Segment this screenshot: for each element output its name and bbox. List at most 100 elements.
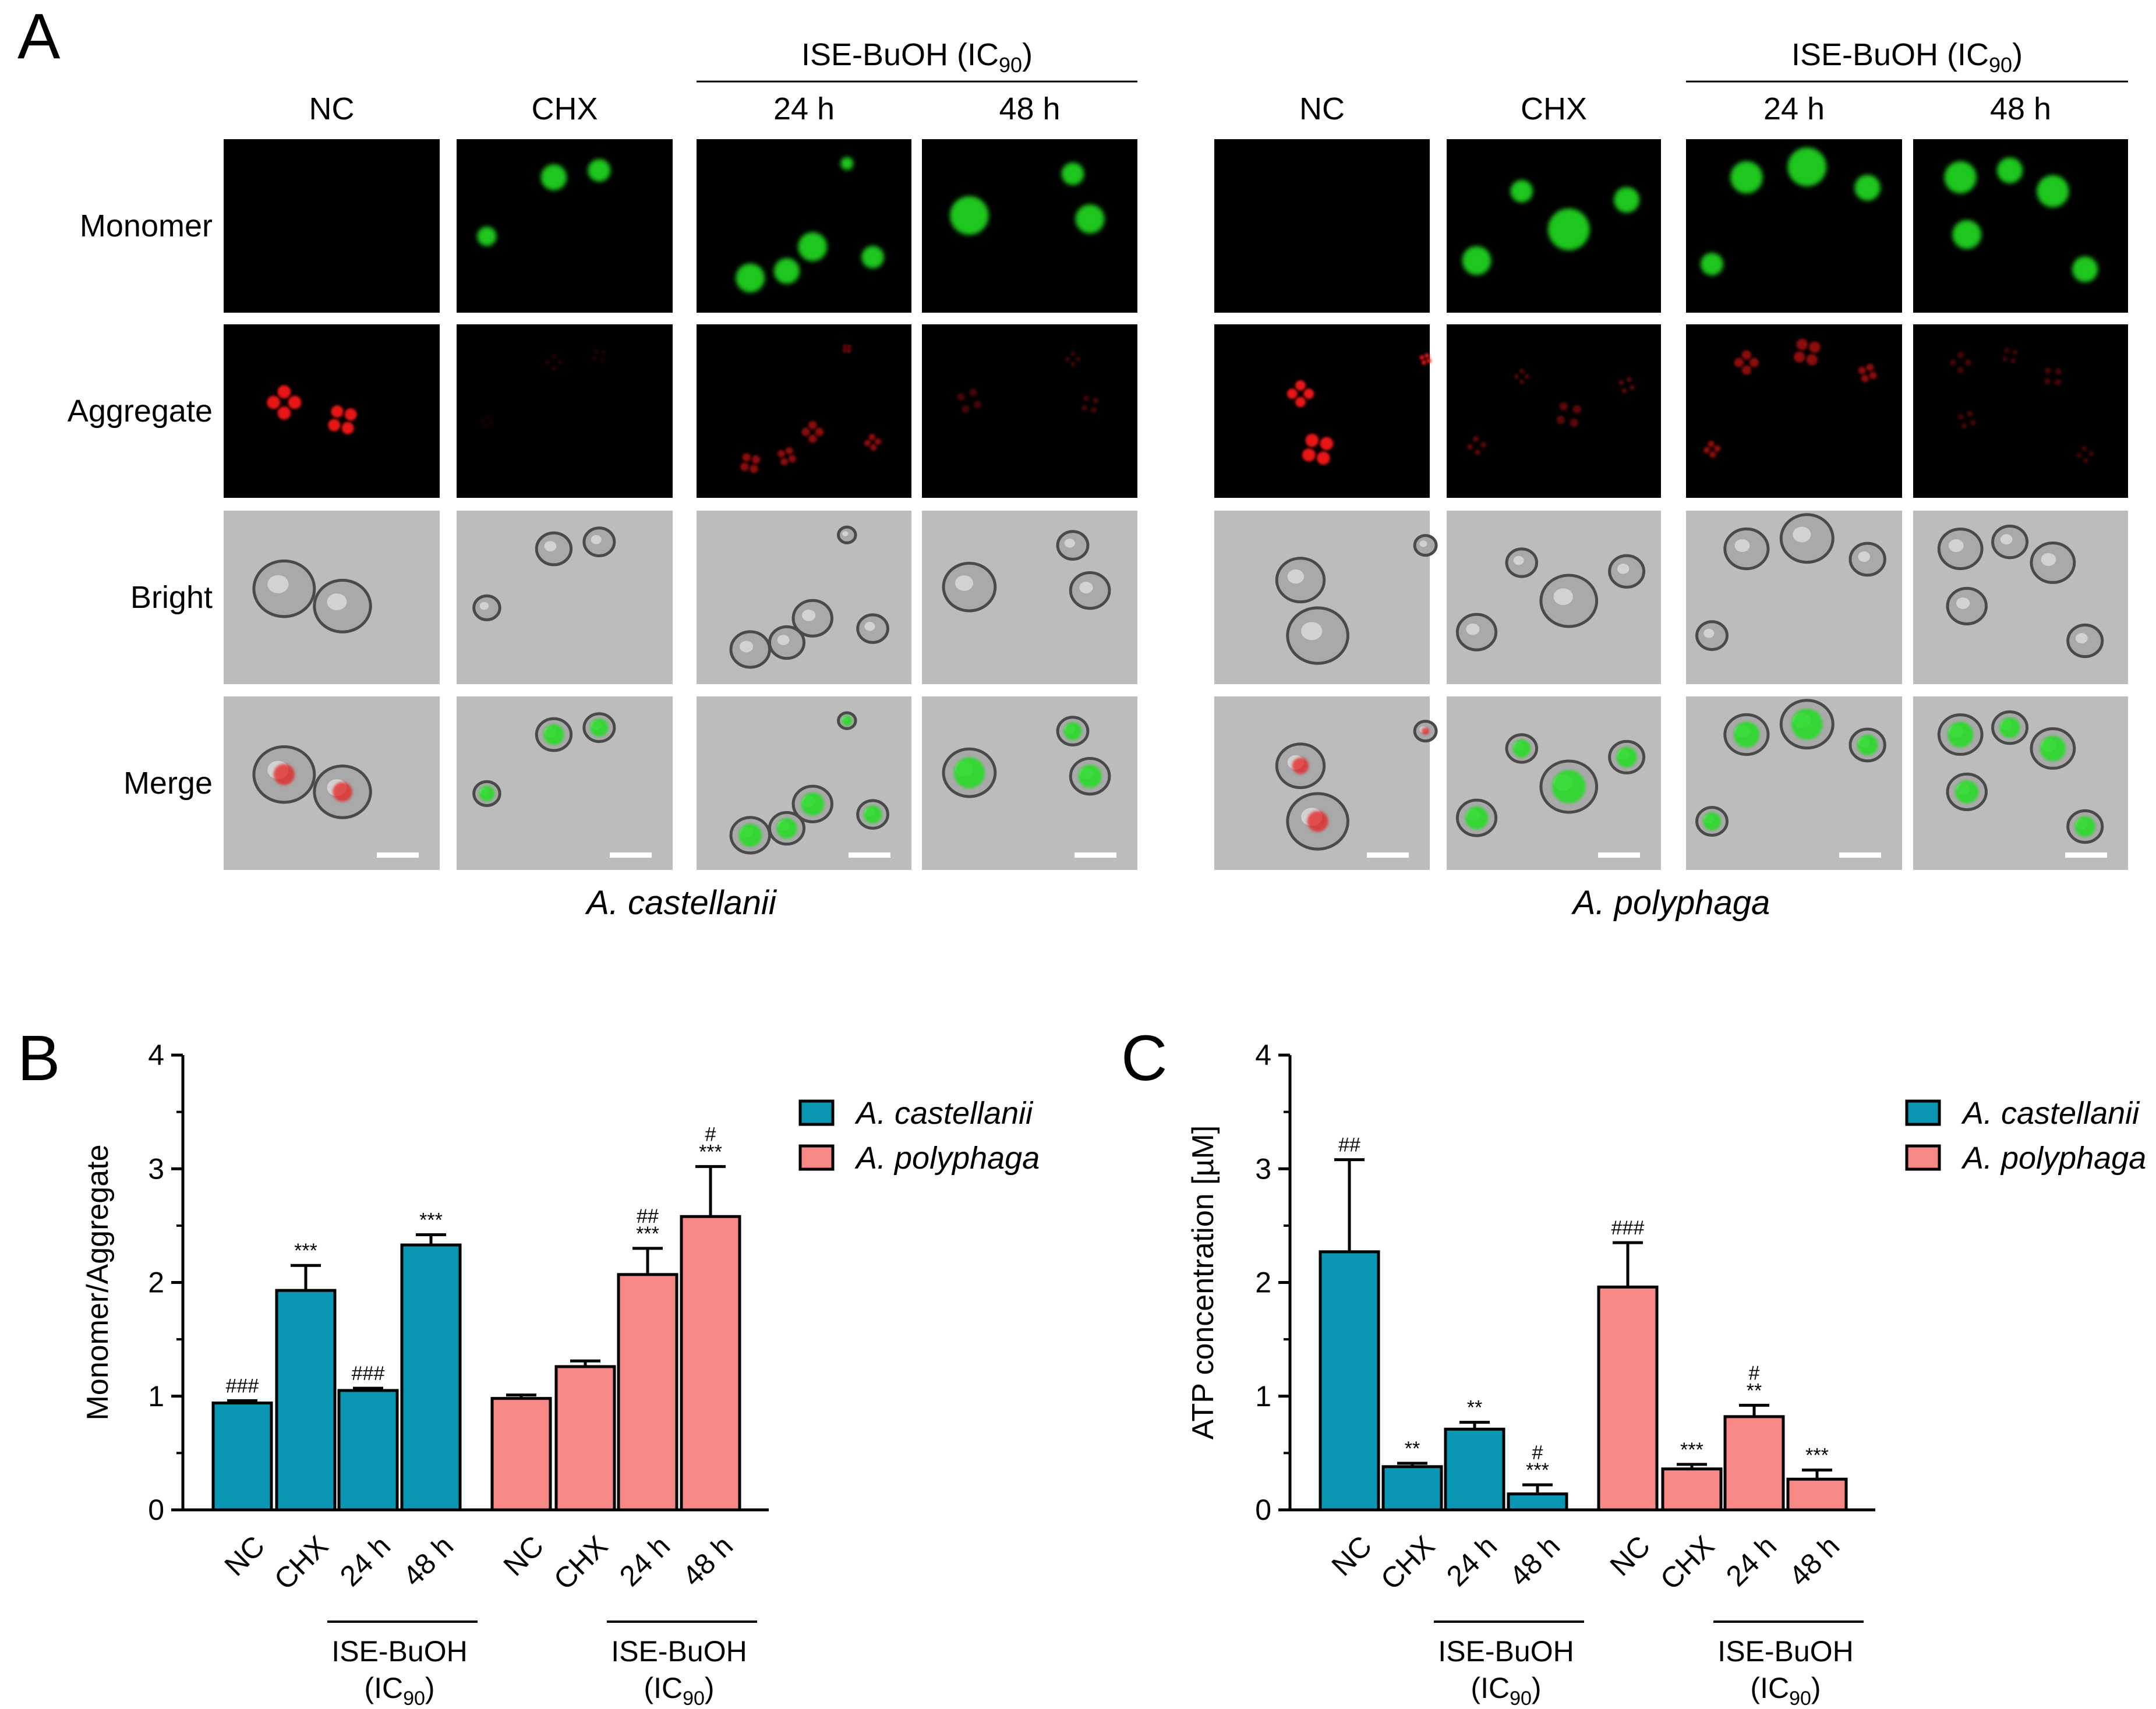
bar xyxy=(1723,1415,1785,1512)
cell-aggregate-signal xyxy=(1621,388,1627,394)
row-label-merge: Merge xyxy=(123,766,213,801)
image-tile-background xyxy=(697,324,911,498)
scale-bar xyxy=(2065,852,2107,858)
image-tile xyxy=(457,696,673,870)
cell-aggregate-signal xyxy=(847,345,851,349)
image-tile-background xyxy=(1913,324,2128,498)
y-tick-label: 0 xyxy=(148,1494,164,1526)
cell-aggregate-signal xyxy=(973,400,982,409)
cell-aggregate-signal xyxy=(1618,380,1624,385)
cell-merge-green xyxy=(1791,708,1823,740)
cell-highlight xyxy=(479,601,489,610)
image-tile-background xyxy=(697,139,911,313)
bar xyxy=(1319,1250,1380,1512)
scale-bar xyxy=(1598,852,1640,858)
cell-aggregate-signal xyxy=(1426,358,1432,363)
cell-monomer-signal xyxy=(1614,187,1640,213)
cell-aggregate-signal xyxy=(780,458,789,466)
cell-aggregate-signal xyxy=(2081,445,2087,451)
cell-aggregate-signal xyxy=(1065,356,1070,362)
cell-aggregate-signal xyxy=(1090,406,1097,413)
cell-monomer-signal xyxy=(1952,220,1982,249)
cell-merge-green xyxy=(479,785,495,802)
significance-mark: # xyxy=(1749,1362,1760,1384)
cell-aggregate-signal xyxy=(267,395,281,409)
treatment-header: ISE-BuOH (IC90) xyxy=(1791,37,2023,77)
cell-aggregate-signal xyxy=(277,385,291,399)
cell-aggregate-signal xyxy=(1626,377,1632,383)
cell-aggregate-signal xyxy=(601,350,606,355)
image-tile xyxy=(224,696,440,870)
cell-aggregate-signal xyxy=(328,419,341,431)
column-header-polyphaga-3: 48 h xyxy=(1990,91,2051,126)
row-label-monomer: Monomer xyxy=(80,208,213,243)
scale-bar xyxy=(610,852,652,858)
cell-highlight xyxy=(1553,588,1573,606)
significance-mark: ### xyxy=(1611,1217,1645,1239)
cell-highlight xyxy=(1419,540,1427,547)
significance-mark: ## xyxy=(637,1205,659,1227)
group-label-ic: (IC90) xyxy=(1471,1672,1541,1709)
cell-monomer-signal xyxy=(1510,180,1533,203)
cell-aggregate-signal xyxy=(486,415,491,420)
x-tick-label: CHX xyxy=(547,1530,614,1596)
cell-merge-green xyxy=(590,719,609,737)
image-tile xyxy=(1913,139,2128,313)
x-tick-label: NC xyxy=(1326,1530,1379,1583)
image-tile xyxy=(1447,696,1661,870)
group-label: ISE-BuOH xyxy=(1717,1635,1853,1668)
image-tile xyxy=(457,139,673,313)
image-tile-background xyxy=(224,139,440,313)
cell-aggregate-signal xyxy=(483,423,487,428)
cell-highlight xyxy=(1793,526,1811,543)
cell-aggregate-signal xyxy=(1713,445,1721,452)
column-header-castellanii-3: 48 h xyxy=(999,91,1060,126)
cell-aggregate-signal xyxy=(2083,458,2089,463)
image-tile xyxy=(697,139,911,313)
y-axis-label: Monomer/Aggregate xyxy=(81,1144,115,1420)
cell-aggregate-signal xyxy=(1572,405,1582,414)
cell-aggregate-signal xyxy=(1519,369,1524,374)
cell-aggregate-signal xyxy=(592,356,598,361)
significance-mark: *** xyxy=(636,1223,659,1245)
cell-aggregate-signal xyxy=(843,344,847,349)
cell-monomer-signal xyxy=(1944,161,1977,194)
cell-highlight xyxy=(1287,569,1305,584)
cell-highlight xyxy=(1858,551,1871,562)
cell-highlight xyxy=(1617,564,1630,574)
image-tile xyxy=(922,696,1137,870)
x-tick-label: CHX xyxy=(268,1530,334,1596)
cell-aggregate-signal xyxy=(1570,418,1578,427)
cell-highlight xyxy=(1513,555,1524,565)
significance-mark: ** xyxy=(1467,1397,1482,1419)
x-tick-label: 48 h xyxy=(1783,1530,1846,1593)
cell-aggregate-signal xyxy=(1861,374,1869,383)
image-tile-background xyxy=(1686,324,1902,498)
image-tile xyxy=(922,511,1137,684)
image-tile xyxy=(1214,324,1432,498)
column-header-polyphaga-1: CHX xyxy=(1521,91,1587,126)
legend-swatch xyxy=(798,1144,835,1171)
cell-aggregate-signal xyxy=(847,349,851,353)
bar xyxy=(1661,1467,1723,1512)
cell-highlight xyxy=(777,635,790,645)
bar xyxy=(337,1389,399,1512)
image-tile-background xyxy=(922,324,1137,498)
group-label-ic: (IC90) xyxy=(364,1672,434,1709)
cell-aggregate-signal xyxy=(1083,395,1090,402)
cell-aggregate-signal xyxy=(2004,348,2009,353)
cell-highlight xyxy=(864,622,875,631)
x-tick-label: NC xyxy=(218,1530,271,1583)
cell-aggregate-signal xyxy=(480,417,485,422)
cell-merge-green xyxy=(1512,739,1531,758)
cell-aggregate-signal xyxy=(1081,405,1087,411)
cell-aggregate-signal xyxy=(1957,366,1964,374)
cell-aggregate-signal xyxy=(1421,360,1426,365)
cell-merge-green xyxy=(1733,721,1760,748)
cell-merge-green xyxy=(738,823,762,847)
cell-aggregate-signal xyxy=(1514,374,1519,379)
cell-aggregate-signal xyxy=(1524,374,1529,379)
bar xyxy=(617,1273,678,1512)
cell-aggregate-signal xyxy=(599,358,605,363)
image-tile xyxy=(1214,139,1430,313)
